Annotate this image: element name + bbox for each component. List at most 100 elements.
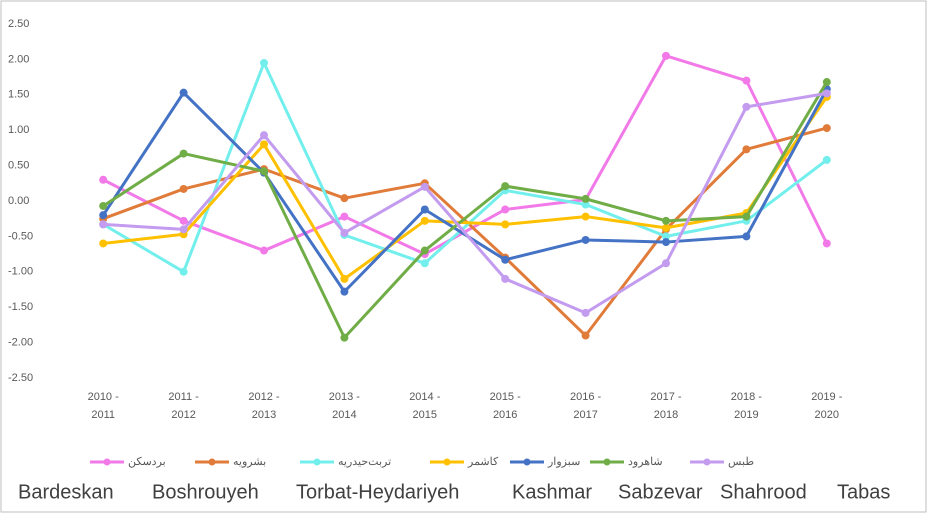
data-point xyxy=(742,232,751,241)
data-point xyxy=(179,225,188,234)
data-point xyxy=(340,274,349,283)
data-point xyxy=(420,205,429,214)
data-point xyxy=(581,200,590,209)
data-point xyxy=(179,184,188,193)
series-line xyxy=(102,81,829,340)
legend-translation: Boshrouyeh xyxy=(152,481,259,503)
data-point xyxy=(420,182,429,191)
legend-translation: Tabas xyxy=(837,481,890,503)
series-line xyxy=(102,126,828,338)
legend-marker xyxy=(523,458,531,466)
data-point xyxy=(581,331,590,340)
data-point xyxy=(179,149,188,158)
data-point xyxy=(260,131,268,140)
data-point xyxy=(99,175,108,184)
data-point xyxy=(340,228,349,237)
x-tick-label: 2017 - 2018 xyxy=(650,391,682,421)
data-point xyxy=(501,274,510,283)
data-point xyxy=(822,239,831,248)
legend-translation: Bardeskan xyxy=(18,481,114,503)
data-point xyxy=(99,220,108,229)
data-point xyxy=(260,58,268,67)
x-tick-label: 2012 - 2013 xyxy=(248,391,280,421)
data-point xyxy=(420,259,429,268)
data-point xyxy=(501,205,510,214)
data-point xyxy=(662,216,670,225)
data-point xyxy=(742,76,751,85)
legend-marker xyxy=(603,458,611,466)
data-point xyxy=(662,51,670,60)
y-tick-label: -2.50 xyxy=(8,372,33,384)
data-point xyxy=(179,216,188,225)
x-tick-label: 2013 - 2014 xyxy=(328,391,360,421)
data-point xyxy=(179,267,188,276)
data-point xyxy=(420,246,429,255)
legend-marker xyxy=(103,458,111,466)
x-tick-label: 2010 - 2011 xyxy=(87,391,119,421)
y-tick-label: 1.00 xyxy=(8,124,29,136)
series-line xyxy=(102,61,828,274)
legend-translation: Sabzevar xyxy=(618,481,703,503)
data-point xyxy=(501,220,510,229)
data-point xyxy=(179,88,188,97)
y-tick-label: 2.50 xyxy=(8,18,29,30)
data-point xyxy=(822,78,831,87)
data-point xyxy=(340,287,349,296)
data-point xyxy=(99,239,108,248)
x-tick-label: 2011 - 2012 xyxy=(168,391,199,421)
y-tick-label: -0.50 xyxy=(8,230,33,242)
x-tick-label: 2019 - 2020 xyxy=(811,391,843,421)
data-point xyxy=(662,232,670,241)
data-point xyxy=(260,140,268,149)
data-point xyxy=(742,212,751,221)
data-point xyxy=(581,212,590,221)
data-point xyxy=(822,155,831,164)
series-line xyxy=(103,96,829,281)
data-point xyxy=(501,255,510,264)
data-point xyxy=(99,211,108,220)
x-tick-label: 2018 - 2019 xyxy=(730,391,762,421)
y-tick-label: -2.00 xyxy=(8,337,33,349)
legend-label: شاهرود xyxy=(628,456,663,468)
data-point xyxy=(581,235,590,244)
legend-marker xyxy=(313,458,321,466)
legend-translation: Kashmar xyxy=(512,481,592,503)
data-point xyxy=(420,216,429,225)
legend-translation: Torbat-Heydariyeh xyxy=(296,481,459,503)
data-point xyxy=(822,89,831,98)
y-tick-label: 0.50 xyxy=(8,160,29,172)
y-tick-label: 1.50 xyxy=(8,89,29,101)
data-point xyxy=(742,145,751,154)
data-point xyxy=(260,246,268,255)
x-tick-label: 2015 - 2016 xyxy=(489,391,521,421)
data-point xyxy=(662,259,670,268)
data-point xyxy=(662,223,670,232)
data-point xyxy=(501,182,510,191)
y-tick-label: 2.00 xyxy=(8,53,29,65)
data-point xyxy=(260,167,268,176)
series-line xyxy=(103,91,828,315)
data-point xyxy=(340,333,349,342)
legend-label: بردسکن xyxy=(128,456,166,468)
data-point xyxy=(822,124,831,133)
legend-label: تربت‌حیدریه xyxy=(338,456,391,468)
data-point xyxy=(581,308,590,317)
legend-label: طبس xyxy=(728,456,754,468)
y-tick-label: 0.00 xyxy=(8,195,29,207)
y-tick-label: -1.50 xyxy=(8,301,33,313)
legend-marker xyxy=(208,458,216,466)
legend-label: سبزوار xyxy=(547,456,580,468)
data-point xyxy=(340,194,349,203)
legend-marker xyxy=(703,458,711,466)
data-point xyxy=(742,102,751,111)
legend-translation: Shahrood xyxy=(720,481,807,503)
legend-label: بشرویه xyxy=(233,456,266,468)
data-point xyxy=(581,194,590,203)
legend-marker xyxy=(443,458,451,466)
data-point xyxy=(340,212,349,221)
y-tick-label: -1.00 xyxy=(8,266,33,278)
data-point xyxy=(99,201,108,210)
